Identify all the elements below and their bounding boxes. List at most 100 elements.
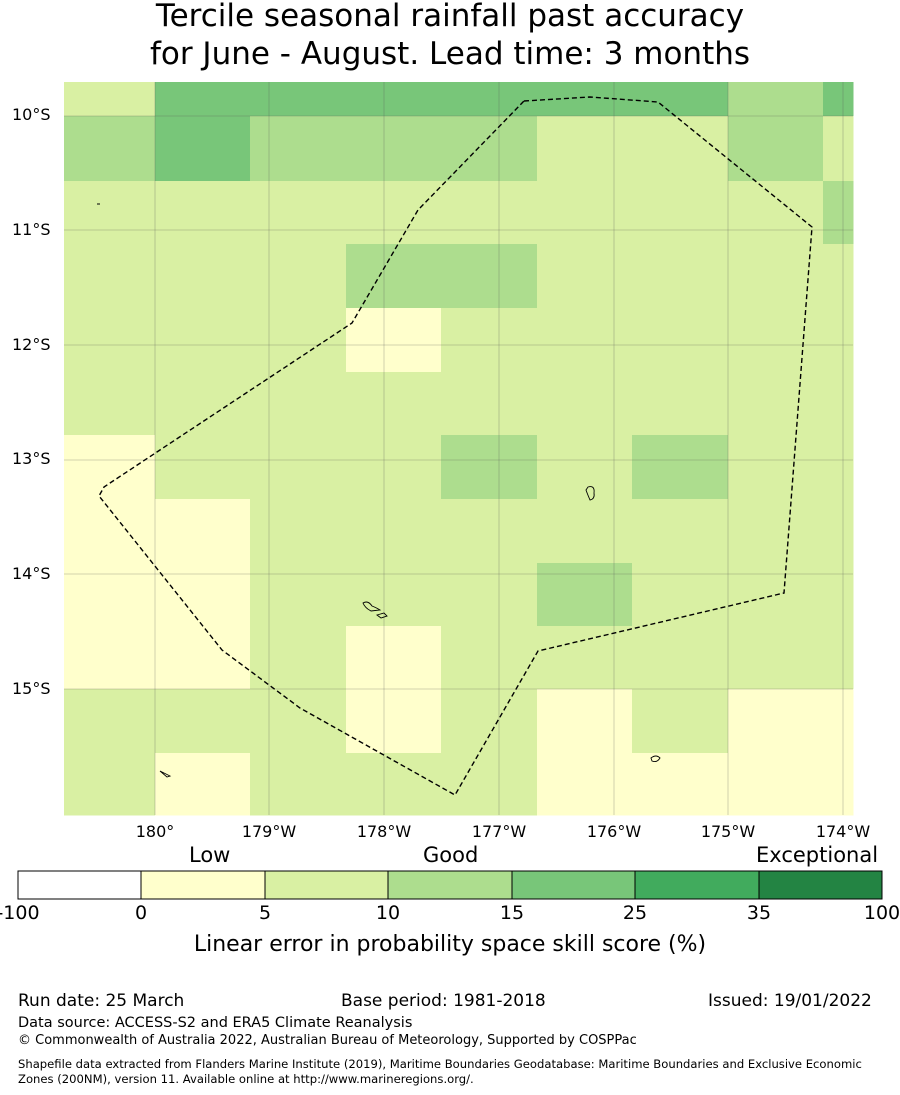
grid-cell: [441, 372, 538, 436]
grid-cell: [632, 499, 729, 564]
colorbar-frame: [17, 870, 883, 900]
colorbar-segment: [17, 870, 142, 900]
copyright-notice: © Commonwealth of Australia 2022, Austra…: [18, 1033, 637, 1048]
lat-label-10s: 10°S: [12, 105, 51, 124]
grid-cell: [64, 499, 156, 564]
grid-cell: [250, 626, 347, 690]
grid-cell: [155, 244, 251, 309]
grid-cell: [155, 181, 251, 245]
grid-cell: [728, 435, 824, 500]
lat-label-13s: 13°S: [12, 449, 51, 468]
lat-label-15s: 15°S: [12, 679, 51, 698]
islands: [97, 203, 661, 778]
grid-cell: [346, 499, 442, 564]
island-upolu-savaii: [362, 601, 382, 612]
grid-cell: [537, 181, 633, 245]
grid-cell: [537, 626, 633, 690]
island-swains: [650, 755, 661, 763]
colorbar-tick-0: 0: [134, 902, 148, 924]
grid-cell: [250, 82, 347, 117]
grid-cell: [155, 689, 251, 754]
grid-cell: [632, 181, 729, 245]
grid-cell: [728, 372, 824, 436]
grid-cell: [346, 626, 442, 690]
colorbar-tick-10: 10: [375, 902, 401, 924]
category-label-good: Good: [423, 843, 479, 867]
grid-cell: [346, 435, 442, 500]
lon-label-177w: 177°W: [471, 822, 527, 841]
grid-cell: [64, 753, 156, 816]
colorbar-tick-100: 100: [863, 902, 900, 924]
grid-cell: [632, 435, 729, 500]
grid-cell: [632, 689, 729, 754]
lat-label-12s: 12°S: [12, 335, 51, 354]
grid-cell: [64, 116, 156, 182]
grid-cell: [537, 308, 633, 373]
grid-cell: [441, 308, 538, 373]
grid-cell: [823, 181, 854, 245]
grid-cell: [728, 82, 824, 117]
grid-cell: [441, 435, 538, 500]
grid-cell: [441, 82, 538, 117]
grid-cell: [823, 753, 854, 816]
grid-cell: [64, 435, 156, 500]
grid-cell: [632, 563, 729, 627]
lat-label-14s: 14°S: [12, 564, 51, 583]
grid-cell: [823, 82, 854, 117]
grid-cell: [823, 372, 854, 436]
grid-cell: [64, 181, 156, 245]
grid-cell: [346, 181, 442, 245]
grid-cell: [64, 308, 156, 373]
grid-cell: [632, 626, 729, 690]
colorbar-segment: [140, 870, 266, 900]
grid-cell: [823, 626, 854, 690]
colorbar-tick-15: 15: [499, 902, 525, 924]
colorbar-tick-35: 35: [746, 902, 772, 924]
grid-cell: [155, 82, 251, 117]
grid-cell: [728, 626, 824, 690]
lat-label-11s: 11°S: [12, 220, 51, 239]
grid-cell: [155, 626, 251, 690]
grid-cell: [728, 244, 824, 309]
grid-cell: [250, 753, 347, 816]
grid-cell: [155, 116, 251, 182]
grid-cell: [250, 499, 347, 564]
grid-cell: [823, 308, 854, 373]
map-title-line-1: Tercile seasonal rainfall past accuracy: [155, 0, 745, 34]
grid-cell: [441, 563, 538, 627]
grid-cell: [632, 753, 729, 816]
grid-cell: [250, 563, 347, 627]
grid-cell: [64, 626, 156, 690]
grid-cell: [155, 499, 251, 564]
eez-boundary: [98, 96, 813, 796]
colorbar-tick-25: 25: [622, 902, 648, 924]
grid-cell: [250, 435, 347, 500]
grid-cell: [537, 689, 633, 754]
grid-cell: [64, 82, 156, 117]
run-date: Run date: 25 March: [18, 991, 185, 1011]
grid-cell: [537, 499, 633, 564]
grid-cell: [155, 563, 251, 627]
grid-cell: [823, 689, 854, 754]
island-nukunonu: [585, 486, 595, 501]
grid-cell: [823, 435, 854, 500]
grid-cell: [346, 308, 442, 373]
grid-cell: [346, 563, 442, 627]
colorbar-segment: [758, 870, 883, 900]
lon-label-176w: 176°W: [586, 822, 642, 841]
grid-cell: [728, 753, 824, 816]
grid-cell: [728, 689, 824, 754]
lon-label-178w: 178°W: [356, 822, 412, 841]
grid-cell: [346, 116, 442, 182]
grid-cell: [441, 753, 538, 816]
grid-cell: [64, 372, 156, 436]
colorbar-tick-minus-100: -100: [0, 902, 40, 924]
colorbar-title: Linear error in probability space skill …: [193, 932, 707, 957]
skill-score-grid: [64, 82, 854, 816]
category-label-low: Low: [189, 843, 231, 867]
grid-cell: [346, 244, 442, 309]
grid-cell: [64, 244, 156, 309]
grid-cell: [250, 308, 347, 373]
grid-cell: [346, 689, 442, 754]
